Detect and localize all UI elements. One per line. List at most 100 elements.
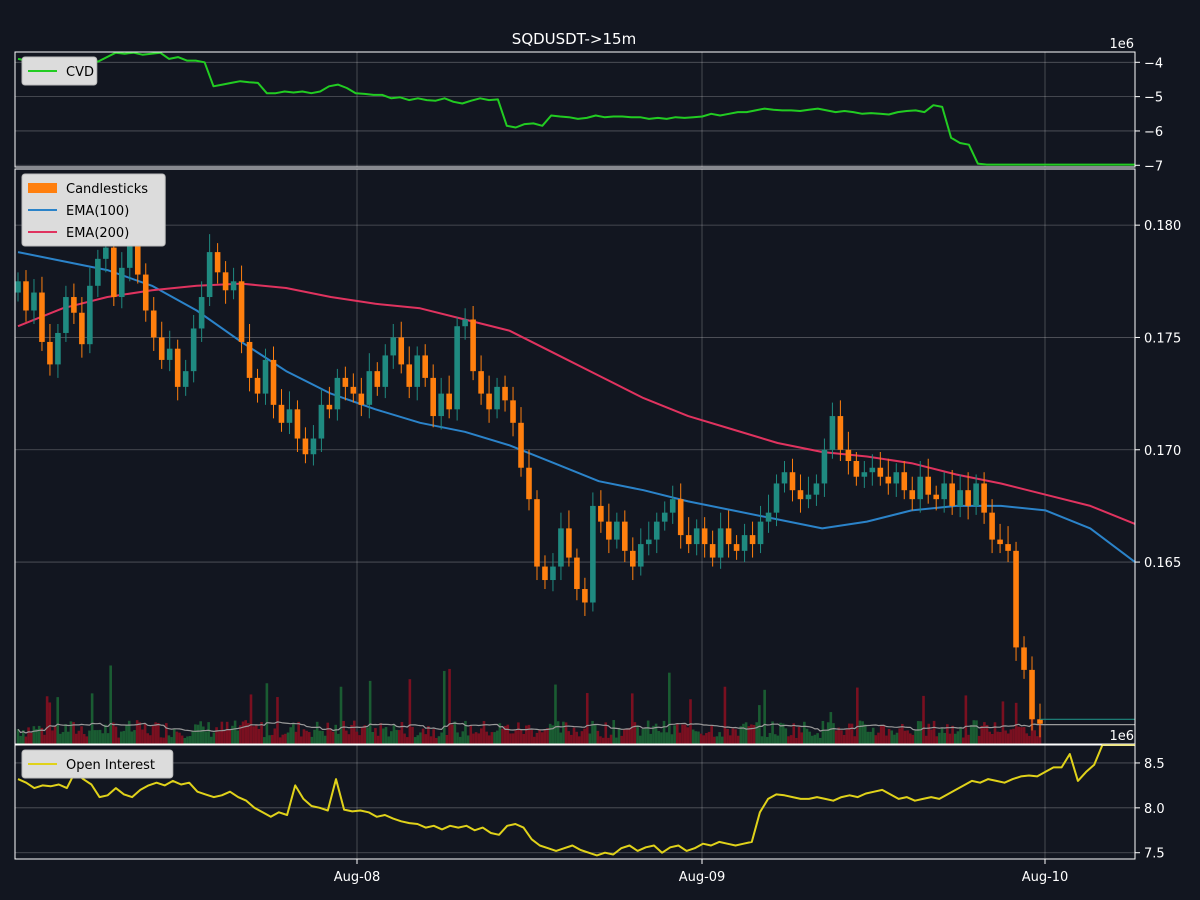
volume-bar [551,725,555,744]
candle-body [158,337,165,360]
volume-bar [742,723,745,744]
volume-bar [914,730,917,744]
volume-bar [895,732,899,744]
volume-bar [186,736,189,744]
volume-bar [728,735,732,744]
volume-bar [832,723,835,744]
volume-bar [697,731,700,744]
volume-bar [750,724,753,744]
volume-bar [262,737,266,744]
volume-bar [834,730,838,744]
candle-body [741,535,748,551]
volume-bar [570,734,573,744]
volume-bar [501,728,504,744]
volume-bar [765,736,769,744]
volume-bar [803,721,806,744]
volume-bar [265,683,269,744]
volume-bar [149,735,152,744]
volume-bar [808,731,811,744]
candle-body [150,310,157,338]
volume-bar [771,721,774,744]
volume-bar [644,727,647,744]
volume-bar [379,723,383,744]
volume-bar [90,693,94,744]
candle-body [230,281,237,291]
volume-bar [133,730,136,744]
candle-body [1029,669,1035,720]
volume-bar [77,730,81,744]
volume-bar [977,735,981,744]
volume-bar [51,730,54,744]
candle-body [142,274,149,311]
volume-bar [578,736,581,744]
volume-bar [503,725,507,744]
volume-bar [432,729,435,744]
volume-bar [924,735,928,744]
volume-bar [209,736,213,744]
volume-bar [1012,728,1015,744]
volume-bar [668,672,671,744]
volume-bar [281,734,285,744]
volume-bar [225,721,229,744]
volume-bar [1025,733,1029,744]
price-ytick-label: 0.170 [1144,444,1181,459]
volume-bar [787,736,790,744]
candle-body [957,490,963,506]
volume-bar [427,726,430,744]
volume-bar [683,724,687,744]
price-ytick-label: 0.180 [1144,219,1181,234]
volume-bar [781,723,785,744]
volume-bar [223,730,226,744]
volume-bar [37,725,41,744]
volume-bar [699,733,703,744]
volume-bar [450,724,454,744]
volume-bar [517,722,520,744]
candle-body [981,483,987,513]
volume-bar [119,731,123,744]
volume-bar [437,736,441,744]
candle-body [446,393,452,410]
volume-bar [273,728,277,744]
volume-bar [220,721,224,744]
candle-body [973,483,979,506]
volume-bar [969,724,973,744]
volume-bar [400,722,404,744]
volume-bar [858,720,862,744]
volume-bar [940,728,944,744]
volume-bar [916,721,920,744]
volume-bar [53,725,57,744]
volume-bar [763,689,766,744]
volume-bar [326,722,330,744]
volume-bar [641,728,645,744]
volume-bar [215,727,218,744]
volume-bar [710,725,713,744]
candle-body [653,521,660,540]
volume-bar [705,733,708,744]
volume-bar [882,724,886,744]
volume-bar [662,720,666,744]
candle-body [238,281,245,342]
volume-bar [339,686,343,744]
price-legend-label: Candlesticks [66,182,148,197]
volume-bar [493,732,496,744]
cvd-ytick-label: −6 [1144,125,1163,140]
volume-bar [440,732,443,744]
volume-bar [562,721,565,744]
volume-bar [877,732,880,744]
volume-bar [768,732,772,744]
volume-bar [623,729,626,744]
open-interest-panel: 7.5 8.0 8.5 Open Interest [14,744,1165,862]
candle-body [23,281,29,311]
volume-bar [871,727,875,744]
candle-body [1013,550,1019,648]
volume-bar [615,737,618,744]
volume-bar [821,720,825,744]
volume-bar [983,722,986,744]
cvd-ytick-label: −5 [1144,91,1163,106]
volume-bar [660,732,663,744]
oi-ytick-label: 7.5 [1144,847,1165,862]
candle-body [358,393,365,405]
volume-bar [61,732,65,744]
candle-body [510,400,516,423]
volume-bar [278,737,282,744]
